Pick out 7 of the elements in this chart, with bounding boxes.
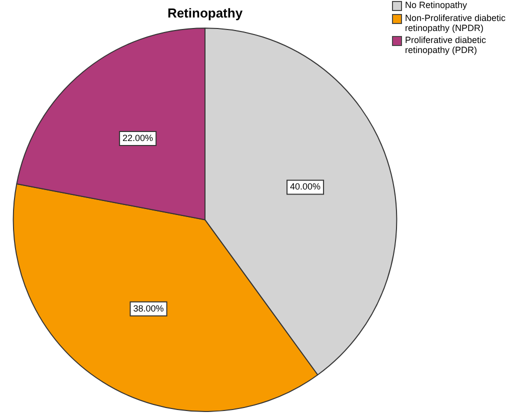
legend-label: Proliferative diabetic retinopathy (PDR) (405, 35, 488, 55)
data-label: 38.00% (133, 303, 164, 314)
legend-label: Non-Proliferative diabetic retinopathy (NPDR) (405, 13, 507, 33)
legend-label: No Retinopathy (405, 0, 468, 10)
data-label: 40.00% (290, 182, 321, 192)
data-label: 22.00% (122, 133, 154, 144)
chart-title: Retinopathy (167, 5, 244, 20)
